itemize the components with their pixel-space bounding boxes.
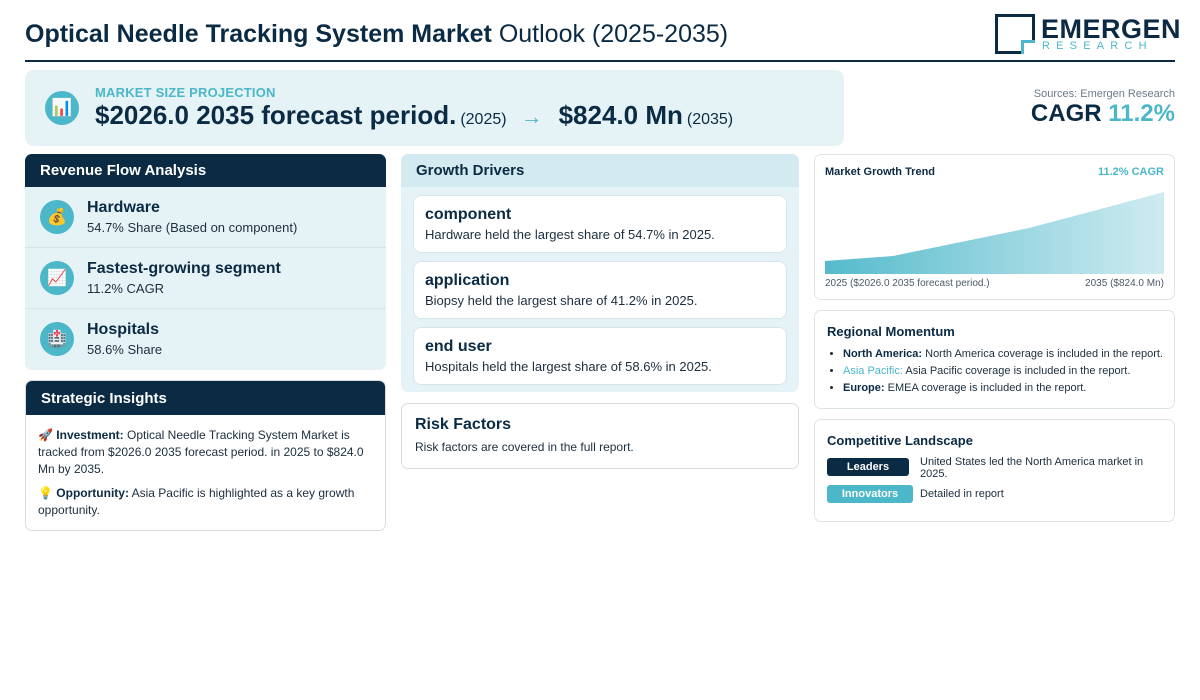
trend-area-chart — [825, 192, 1164, 274]
revenue-item: 💰 Hardware 54.7% Share (Based on compone… — [25, 187, 386, 248]
risk-factors-panel: Risk Factors Risk factors are covered in… — [401, 403, 799, 469]
regional-list: North America: North America coverage is… — [843, 348, 1163, 399]
growth-driver-title: end user — [425, 338, 492, 355]
cagr-summary: CAGR 11.2% — [1031, 100, 1175, 128]
competitive-landscape-panel: Competitive Landscape Leaders United Sta… — [814, 419, 1175, 522]
trend-title: Market Growth Trend — [825, 166, 936, 178]
regional-momentum-title: Regional Momentum — [827, 324, 955, 339]
trend-end-label: 2035 ($824.0 Mn) — [1085, 278, 1164, 289]
trend-up-icon: 📈 — [40, 261, 74, 295]
region-text: EMEA coverage is included in the report. — [887, 382, 1087, 394]
region-text: North America coverage is included in th… — [925, 348, 1163, 360]
opportunity-text: Asia Pacific is highlighted as a key gro… — [38, 486, 355, 517]
region-name: North America: — [843, 348, 923, 360]
cagr-label: CAGR — [1030, 100, 1102, 127]
hospital-icon: 🏥 — [40, 322, 74, 356]
risk-factors-desc: Risk factors are covered in the full rep… — [415, 440, 634, 454]
projection-start-year: (2025) — [460, 111, 507, 128]
revenue-item-sub: 11.2% CAGR — [87, 281, 165, 296]
growth-driver-desc: Hardware held the largest share of 54.7%… — [425, 227, 715, 242]
sources-text: Sources: Emergen Research — [1033, 88, 1175, 100]
market-size-projection: 📊 MARKET SIZE PROJECTION $2026.0 2035 fo… — [25, 70, 844, 146]
page-header: Optical Needle Tracking System Market Ou… — [25, 12, 1181, 62]
competitive-landscape-title: Competitive Landscape — [827, 433, 973, 448]
innovators-text: Detailed in report — [920, 488, 1004, 500]
growth-driver-desc: Hospitals held the largest share of 58.6… — [425, 359, 712, 374]
region-name: Europe: — [843, 382, 885, 394]
projection-values: $2026.0 2035 forecast period. (2025) → $824… — [95, 100, 733, 131]
opportunity-insight: 💡 Opportunity: Asia Pacific is highlight… — [26, 485, 385, 519]
revenue-item-sub: 54.7% Share (Based on component) — [87, 220, 298, 235]
growth-drivers-title: Growth Drivers — [401, 154, 799, 187]
trend-cagr: 11.2% CAGR — [1097, 166, 1164, 178]
money-bag-icon: 💰 — [40, 200, 74, 234]
chart-icon: 📊 — [45, 91, 79, 125]
trend-area — [825, 192, 1164, 274]
region-name: Asia Pacific: — [843, 365, 903, 377]
logo-sub: RESEARCH — [1042, 40, 1153, 52]
investment-label: Investment: — [56, 428, 124, 442]
strategic-insights-title: Strategic Insights — [26, 381, 385, 415]
growth-driver-title: component — [425, 206, 512, 223]
revenue-item-sub: 58.6% Share — [87, 342, 163, 357]
investment-text: Optical Needle Tracking System Market is… — [38, 428, 364, 476]
projection-label: MARKET SIZE PROJECTION — [95, 85, 276, 100]
growth-driver-title: application — [425, 272, 510, 289]
leaders-text: United States led the North America mark… — [920, 456, 1144, 480]
growth-drivers-panel: Growth Drivers component Hardware held t… — [401, 154, 799, 392]
list-item: Europe: EMEA coverage is included in the… — [843, 382, 1163, 395]
leaders-badge: Leaders — [827, 458, 909, 476]
page-title: Optical Needle Tracking System Market Ou… — [25, 20, 728, 49]
projection-start-value: $2026.0 2035 forecast period. — [95, 100, 457, 130]
revenue-flow-panel: Revenue Flow Analysis 💰 Hardware 54.7% S… — [25, 154, 386, 370]
growth-driver-card: component Hardware held the largest shar… — [413, 195, 787, 253]
page-title-bold: Optical Needle Tracking System Market — [25, 20, 492, 48]
strategic-insights-panel: Strategic Insights 🚀 Investment: Optical… — [25, 380, 386, 531]
revenue-item: 📈 Fastest-growing segment 11.2% CAGR — [25, 248, 386, 309]
rocket-icon: 🚀 — [38, 428, 53, 442]
growth-driver-card: application Biopsy held the largest shar… — [413, 261, 787, 319]
list-item: North America: North America coverage is… — [843, 348, 1163, 361]
opportunity-label: Opportunity: — [56, 486, 129, 500]
page-title-rest: Outlook (2025-2035) — [498, 20, 729, 48]
growth-driver-desc: Biopsy held the largest share of 41.2% i… — [425, 293, 698, 308]
revenue-item-title: Hardware — [87, 199, 160, 216]
innovators-badge: Innovators — [827, 485, 913, 503]
risk-factors-title: Risk Factors — [415, 416, 512, 433]
growth-driver-card: end user Hospitals held the largest shar… — [413, 327, 787, 385]
logo-mark-icon — [995, 14, 1035, 54]
revenue-item: 🏥 Hospitals 58.6% Share — [25, 309, 386, 370]
logo-name: EMERGEN — [1041, 14, 1182, 44]
emergen-logo: EMERGEN RESEARCH — [995, 14, 1181, 56]
market-growth-trend-panel: Market Growth Trend 11.2% CAGR 2025 ($20… — [814, 154, 1175, 300]
trend-start-label: 2025 ($2026.0 2035 forecast period.) — [825, 278, 990, 289]
projection-end-value: $824.0 Mn — [558, 100, 683, 130]
regional-momentum-panel: Regional Momentum North America: North A… — [814, 310, 1175, 409]
investment-insight: 🚀 Investment: Optical Needle Tracking Sy… — [26, 427, 385, 478]
revenue-flow-title: Revenue Flow Analysis — [25, 154, 386, 187]
cagr-value: 11.2% — [1108, 100, 1175, 127]
revenue-item-title: Hospitals — [87, 321, 160, 338]
region-text: Asia Pacific coverage is included in the… — [905, 365, 1131, 377]
revenue-item-title: Fastest-growing segment — [87, 260, 281, 277]
projection-end-year: (2035) — [686, 111, 734, 128]
list-item: Asia Pacific: Asia Pacific coverage is i… — [843, 365, 1163, 378]
arrow-right-icon: → — [520, 104, 543, 129]
lightbulb-icon: 💡 — [38, 486, 53, 500]
